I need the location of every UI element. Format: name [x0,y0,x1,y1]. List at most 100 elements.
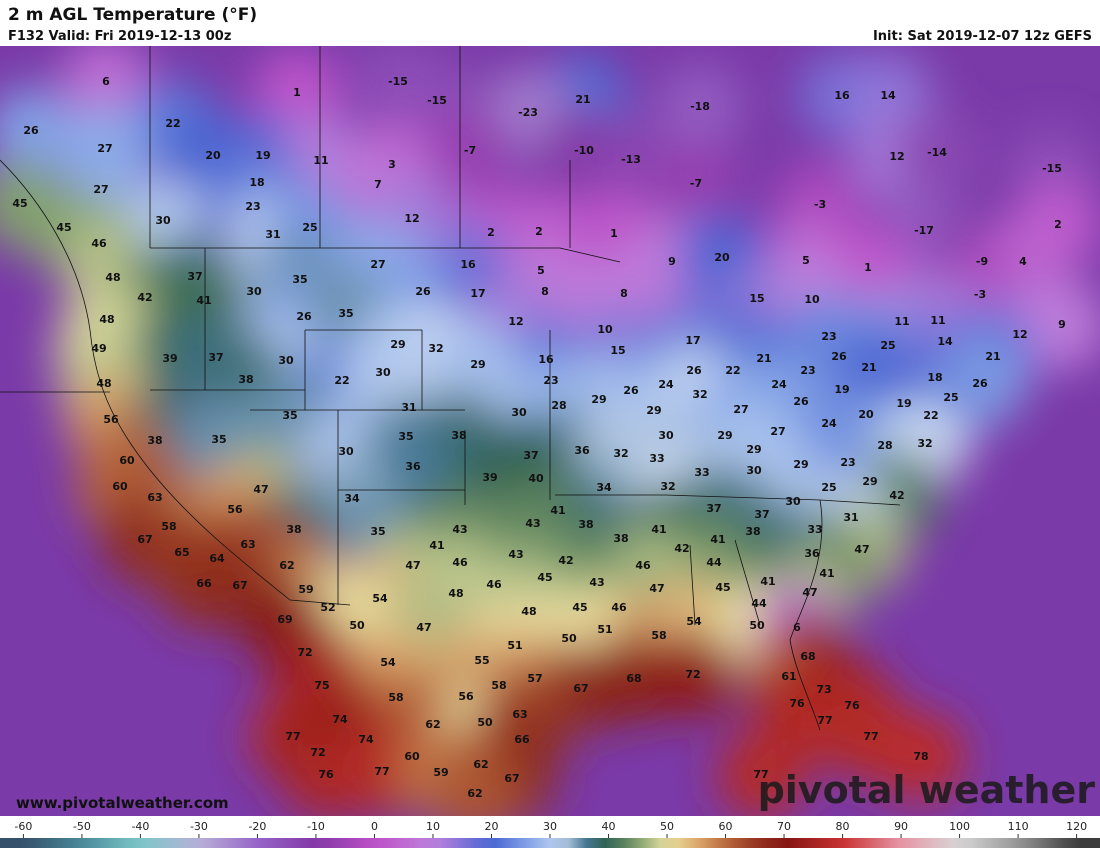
colorbar-tick-label: 0 [371,820,378,833]
temperature-label: 60 [404,750,420,763]
temperature-label: 69 [277,613,292,626]
temperature-label: 49 [91,342,106,355]
temperature-label: 29 [746,443,761,456]
temperature-label: 62 [473,758,488,771]
temperature-blob [893,109,981,197]
temperature-label: 26 [686,364,702,377]
temperature-label: 31 [401,401,416,414]
temperature-label: 45 [537,571,552,584]
temperature-label: 6 [102,75,110,88]
temperature-label: 20 [714,251,730,264]
temperature-label: 54 [380,656,396,669]
temperature-label: 23 [800,364,815,377]
temperature-label: 67 [232,579,247,592]
temperature-label: 74 [358,733,374,746]
temperature-blob [652,140,740,228]
temperature-label: 32 [917,437,932,450]
temperature-label: 15 [610,344,625,357]
temperature-label: 48 [448,587,463,600]
temperature-label: -13 [621,153,641,166]
temperature-label: 56 [227,503,243,516]
temperature-label: 31 [843,511,858,524]
temperature-label: 45 [572,601,587,614]
temperature-label: 35 [282,409,297,422]
temperature-label: 12 [1012,328,1027,341]
temperature-label: 1 [864,261,872,274]
temperature-blob [62,46,150,126]
temperature-label: 8 [620,287,628,300]
temperature-blob [1018,281,1100,369]
temperature-blob [431,750,519,816]
temperature-label: 29 [646,404,661,417]
temperature-label: 51 [597,623,612,636]
colorbar-tick-label: 110 [1008,820,1029,833]
temperature-label: 63 [512,708,527,721]
temperature-label: 11 [313,154,328,167]
temperature-label: 27 [97,142,112,155]
colorbar-tick-label: -50 [73,820,91,833]
temperature-label: 29 [793,458,808,471]
temperature-label: 2 [487,226,495,239]
temperature-label: 48 [521,605,536,618]
temperature-label: 25 [943,391,958,404]
temperature-label: -14 [927,146,947,159]
temperature-label: 1 [610,227,618,240]
temperature-label: 38 [613,532,628,545]
temperature-label: 27 [370,258,385,271]
temperature-label: 23 [840,456,855,469]
temperature-label: 19 [255,149,270,162]
temperature-label: 45 [715,581,730,594]
temperature-label: 54 [372,592,388,605]
temperature-label: 72 [297,646,312,659]
temperature-label: 66 [196,577,212,590]
temperature-label: 39 [482,471,497,484]
temperature-label: 36 [574,444,590,457]
temperature-label: 11 [894,315,909,328]
temperature-label: 44 [751,597,767,610]
temperature-label: 8 [541,285,549,298]
temperature-label: 12 [889,150,904,163]
colorbar-tick-label: 100 [949,820,970,833]
temperature-label: -3 [974,288,986,301]
temperature-label: 26 [23,124,39,137]
temperature-label: 38 [451,429,466,442]
temperature-label: 28 [551,399,566,412]
temperature-label: 35 [370,525,385,538]
temperature-label: -3 [814,198,826,211]
temperature-label: 38 [745,525,760,538]
temperature-label: 42 [558,554,573,567]
temperature-label: 56 [458,690,474,703]
temperature-label: 62 [279,559,294,572]
temperature-label: 24 [658,378,674,391]
temperature-label: -15 [1042,162,1062,175]
temperature-label: 30 [785,495,801,508]
temperature-label: 58 [388,691,403,704]
temperature-label: 75 [314,679,329,692]
colorbar-tick-label: 20 [484,820,498,833]
temperature-label: 32 [428,342,443,355]
temperature-label: -15 [427,94,447,107]
temperature-label: 43 [589,576,604,589]
temperature-label: 21 [756,352,771,365]
temperature-label: 21 [985,350,1000,363]
temperature-label: 25 [821,481,836,494]
temperature-label: 21 [861,361,876,374]
colorbar-tick-label: 90 [894,820,908,833]
temperature-label: 17 [470,287,485,300]
temperature-label: 44 [706,556,722,569]
temperature-label: 1 [293,86,301,99]
temperature-label: 23 [821,330,836,343]
colorbar-tick-label: 10 [426,820,440,833]
temperature-label: 29 [862,475,877,488]
temperature-label: 25 [880,339,895,352]
temperature-label: -15 [388,75,408,88]
temperature-label: 65 [174,546,189,559]
temperature-label: 27 [93,183,108,196]
temperature-label: 38 [286,523,301,536]
temperature-label: 78 [913,750,928,763]
temperature-label: 12 [404,212,419,225]
temperature-label: 55 [474,654,489,667]
temperature-label: 16 [538,353,554,366]
